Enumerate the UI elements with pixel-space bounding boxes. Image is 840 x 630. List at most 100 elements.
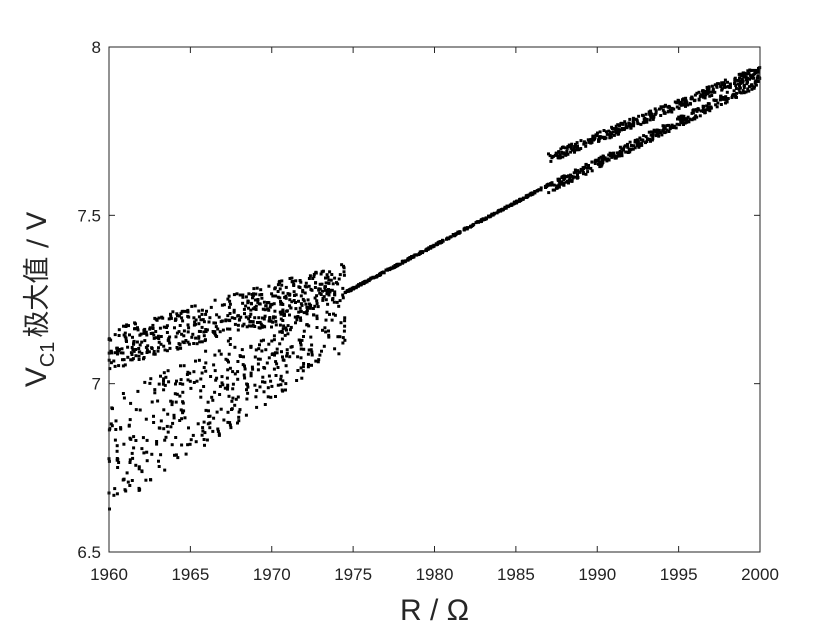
data-point [179,311,183,315]
data-point [168,346,172,350]
data-point [288,355,292,359]
data-point [614,124,618,128]
data-point [197,336,201,340]
data-point [565,175,568,179]
data-point [199,395,203,399]
data-point [281,379,285,383]
data-point [653,107,657,111]
data-point [251,307,255,311]
data-point [682,117,686,121]
data-point [449,235,453,239]
data-point [757,70,761,74]
data-point [276,366,280,369]
data-point [703,90,707,93]
data-point [108,427,112,431]
data-point [159,453,163,457]
data-point [341,336,345,340]
data-point [689,102,692,106]
data-point [569,179,573,183]
data-point [241,363,245,367]
data-point [251,323,255,327]
data-point [197,309,201,313]
data-point [272,367,276,371]
data-point [288,328,292,332]
data-point [201,429,205,433]
data-point [554,151,558,155]
data-point [693,93,697,97]
data-point [263,314,267,318]
data-point [253,355,257,359]
data-point [283,333,287,337]
data-point [231,387,235,391]
data-point [273,351,277,355]
data-point [270,339,274,343]
data-point [204,408,208,412]
data-point [285,351,289,355]
data-point [684,100,688,103]
data-point [202,330,206,334]
data-point [709,105,713,109]
data-point [328,270,332,274]
data-point [221,383,225,387]
data-point [179,364,182,368]
x-tick-label: 2000 [741,565,779,584]
data-point [574,170,578,174]
data-point [297,338,301,342]
data-point [320,349,323,353]
data-point [252,292,255,296]
data-point [663,104,667,108]
data-point [270,292,274,296]
data-point [274,395,277,398]
data-point [228,343,232,346]
data-point [301,297,305,301]
data-point [130,346,134,349]
data-point [533,190,537,193]
data-point [243,367,247,371]
data-point [338,335,342,339]
data-point [612,133,616,137]
data-point [228,423,232,427]
data-point [117,334,121,337]
data-point [149,332,153,335]
data-point [117,364,121,368]
data-point [157,382,161,386]
data-point [197,358,201,362]
data-point [505,204,509,208]
data-point [628,147,631,151]
data-point [635,138,639,142]
data-point [597,139,600,143]
data-point [328,312,331,316]
data-point [262,300,266,304]
data-point [579,167,583,171]
data-point [142,451,146,455]
data-point [748,77,751,81]
data-point [722,85,726,89]
data-point [330,273,334,276]
data-point [188,442,192,446]
data-point [142,356,146,359]
data-point [207,320,211,324]
data-point [169,399,173,403]
data-point [321,289,324,293]
data-point [134,322,137,326]
data-point [661,108,665,112]
data-point [231,382,235,386]
data-point [243,312,246,316]
data-point [639,122,643,126]
data-point [226,410,230,414]
data-point [110,424,114,428]
data-point [162,379,165,383]
data-point [261,307,265,311]
data-point [434,242,438,246]
data-point [186,310,190,314]
data-point [682,97,686,101]
data-point [319,272,323,276]
data-point [417,253,421,256]
data-point [337,304,341,308]
data-point [664,130,668,134]
data-point [623,120,627,124]
data-point [510,203,514,207]
data-point [145,450,149,454]
data-point [306,365,310,369]
data-point [113,487,117,491]
